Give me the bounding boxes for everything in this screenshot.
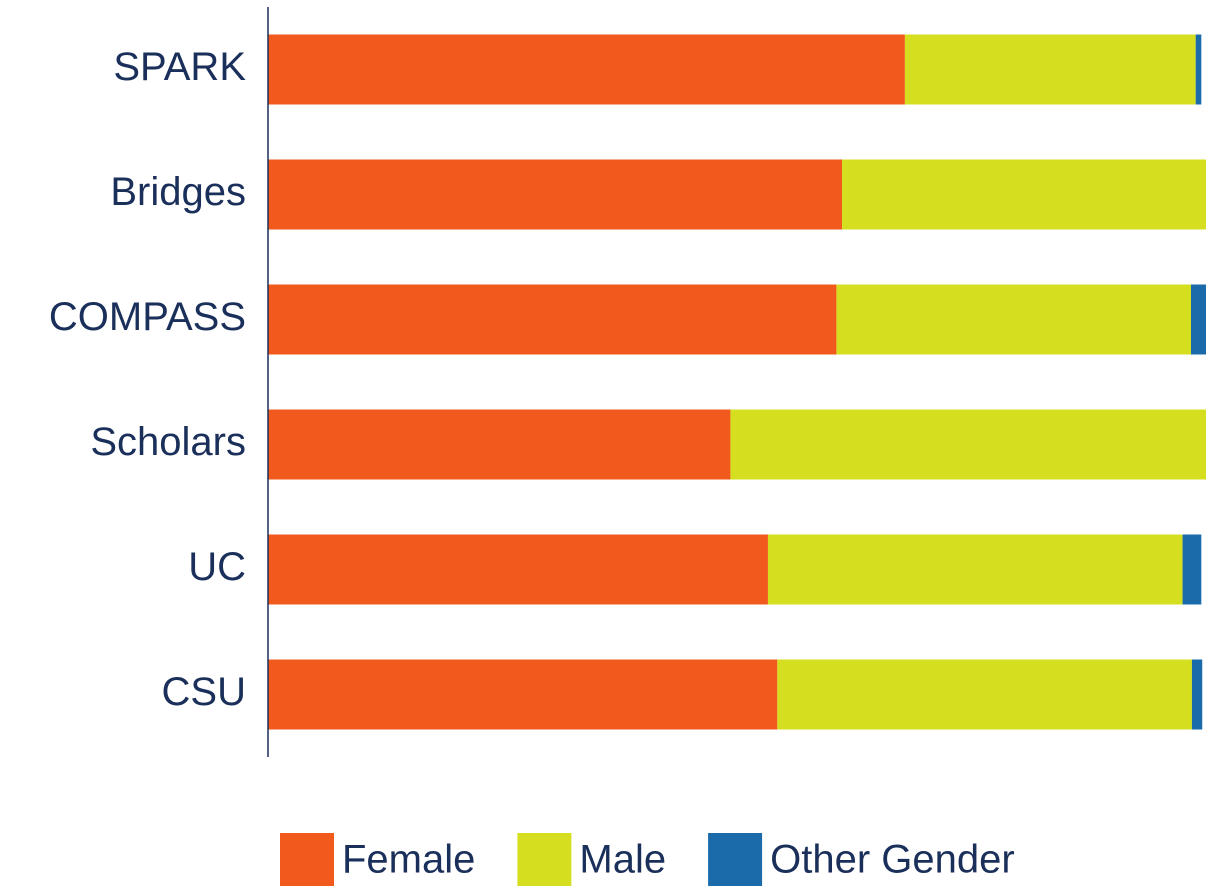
legend-label: Female xyxy=(342,838,475,882)
y-tick-label: Scholars xyxy=(90,420,246,464)
bar-segment xyxy=(268,659,778,730)
legend-label: Male xyxy=(579,838,666,882)
y-tick-label: SPARK xyxy=(113,45,246,89)
y-tick-label: UC xyxy=(188,545,246,589)
bar-segment xyxy=(268,34,905,105)
legend-label: Other Gender xyxy=(770,838,1015,882)
bar-segment xyxy=(268,284,837,355)
bar-segment xyxy=(777,659,1192,730)
bar-segment xyxy=(767,534,1183,605)
legend-swatch xyxy=(517,833,572,886)
bar-segment xyxy=(1182,534,1202,605)
bar-segment xyxy=(1190,284,1206,355)
bar-segment xyxy=(268,409,731,480)
bar-segment xyxy=(842,159,1206,230)
bar-segment xyxy=(904,34,1196,105)
bar-segment xyxy=(1191,659,1203,730)
legend-swatch xyxy=(280,833,334,886)
bar-segment xyxy=(268,159,843,230)
bar-segment xyxy=(730,409,1206,480)
legend-swatch xyxy=(708,833,763,886)
bar-segment xyxy=(268,534,768,605)
y-tick-label: CSU xyxy=(162,670,246,714)
y-tick-label: Bridges xyxy=(110,170,246,214)
y-tick-label: COMPASS xyxy=(49,295,246,339)
bar-segment xyxy=(1195,34,1202,105)
bar-segment xyxy=(836,284,1191,355)
